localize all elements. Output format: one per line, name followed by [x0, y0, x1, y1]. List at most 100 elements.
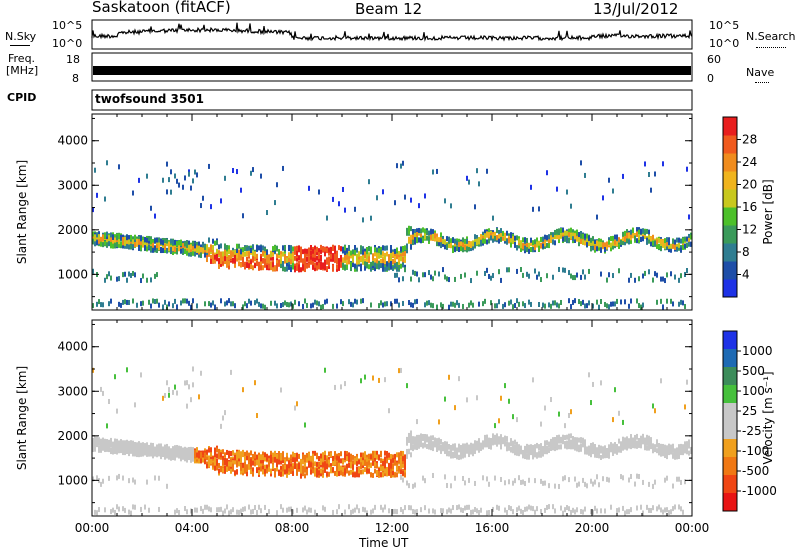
velocity-cell — [556, 444, 558, 450]
velocity-cell — [126, 367, 128, 373]
power-cell — [452, 238, 454, 244]
velocity-cell — [362, 457, 364, 463]
power-cell — [206, 257, 208, 263]
velocity-cell — [678, 476, 680, 482]
velocity-cell — [216, 465, 218, 471]
power-cell — [254, 263, 256, 269]
velocity-cell — [392, 457, 394, 463]
power-cell — [176, 178, 178, 184]
velocity-cell — [160, 446, 162, 452]
velocity-cell — [210, 459, 212, 465]
velocity-cell — [286, 456, 288, 462]
velocity-cell — [304, 467, 306, 473]
power-cell — [112, 234, 114, 240]
velocity-cell — [564, 475, 566, 481]
power-cell — [384, 245, 386, 251]
power-cell — [492, 273, 494, 279]
velocity-cell — [634, 434, 636, 440]
velocity-cell — [598, 444, 600, 450]
power-cell — [142, 237, 144, 243]
velocity-cell — [634, 438, 636, 444]
velocity-cell — [158, 443, 160, 449]
power-cell — [324, 299, 326, 305]
velocity-cell — [116, 439, 118, 445]
power-cell — [410, 302, 412, 308]
velocity-cell — [600, 454, 602, 460]
power-cell — [638, 229, 640, 235]
power-cell — [252, 265, 254, 271]
power-cell — [474, 241, 476, 247]
power-cell — [208, 301, 210, 307]
power-cell — [246, 262, 248, 268]
power-cell — [380, 249, 382, 255]
power-cell — [510, 242, 512, 248]
velocity-cell — [390, 472, 392, 478]
velocity-cell — [322, 505, 324, 511]
power-cell — [262, 245, 264, 251]
velocity-cell — [304, 454, 306, 460]
velocity-cell — [348, 452, 350, 458]
velocity-cell — [154, 446, 156, 452]
velocity-cell — [462, 475, 464, 481]
power-cell — [440, 237, 442, 243]
velocity-cell — [278, 455, 280, 461]
power-cell — [498, 269, 500, 275]
power-cell — [294, 255, 296, 261]
velocity-cell — [324, 455, 326, 461]
power-cell — [462, 247, 464, 253]
power-cell — [156, 237, 158, 243]
velocity-cell — [374, 454, 376, 460]
power-cell — [650, 236, 652, 242]
velocity-cell — [156, 445, 158, 451]
power-cell — [514, 302, 516, 308]
velocity-cell — [202, 508, 204, 514]
velocity-cell — [588, 445, 590, 451]
velocity-cell — [260, 466, 262, 472]
velocity-cell — [268, 509, 270, 515]
velocity-cell — [394, 508, 396, 514]
velocity-cell — [380, 472, 382, 478]
power-cell — [104, 196, 106, 202]
velocity-cell — [326, 464, 328, 470]
power-cell — [350, 262, 352, 268]
velocity-cell — [394, 472, 396, 478]
velocity-cell — [354, 507, 356, 513]
velocity-cell — [578, 445, 580, 451]
power-cell — [640, 236, 642, 242]
velocity-cell — [660, 378, 662, 384]
velocity-cell — [296, 463, 298, 469]
velocity-cell — [164, 393, 166, 399]
power-cell — [308, 247, 310, 253]
velocity-cell — [180, 450, 182, 456]
power-cell — [226, 251, 228, 257]
power-cell — [196, 172, 198, 178]
velocity-cell — [666, 507, 668, 513]
power-cell — [266, 261, 268, 267]
velocity-cell — [178, 509, 180, 515]
velocity-cell — [550, 445, 552, 451]
power-cell — [146, 277, 148, 283]
velocity-cell — [576, 446, 578, 452]
velocity-cell — [140, 451, 142, 457]
power-cell — [152, 298, 154, 304]
power-cell — [306, 256, 308, 262]
power-cell — [176, 241, 178, 247]
power-cell — [356, 299, 358, 305]
power-cell — [582, 299, 584, 305]
velocity-cell — [638, 473, 640, 479]
power-cell — [404, 194, 406, 200]
velocity-cell — [102, 445, 104, 451]
velocity-cell — [460, 454, 462, 460]
velocity-cell — [544, 445, 546, 451]
velocity-cell — [222, 510, 224, 516]
power-cell — [292, 246, 294, 252]
power-cell — [290, 245, 292, 251]
power-cell — [260, 260, 262, 266]
velocity-cell — [276, 457, 278, 463]
velocity-cell — [684, 404, 686, 410]
colorbar-segment — [723, 493, 737, 512]
velocity-cell — [594, 448, 596, 454]
power-cell — [398, 250, 400, 256]
power-cell — [222, 259, 224, 265]
velocity-cell — [200, 458, 202, 464]
